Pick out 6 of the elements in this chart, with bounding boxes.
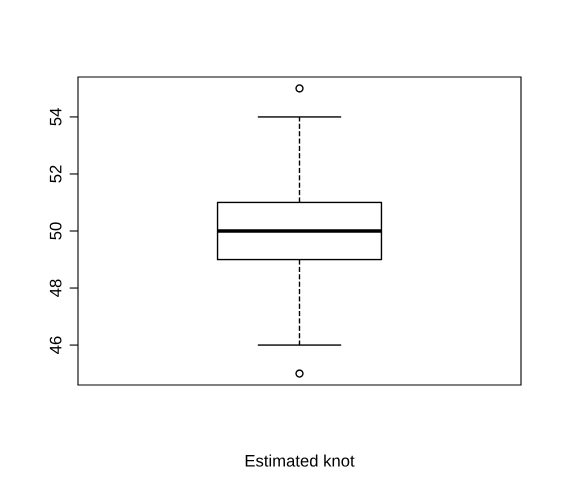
y-tick-label: 50 [50,222,62,240]
x-axis-title: Estimated knot [246,454,354,467]
y-tick-label: 46 [50,336,62,354]
y-tick-label: 54 [50,108,62,126]
y-tick-label: 48 [50,279,62,297]
y-tick-label: 52 [50,166,62,183]
